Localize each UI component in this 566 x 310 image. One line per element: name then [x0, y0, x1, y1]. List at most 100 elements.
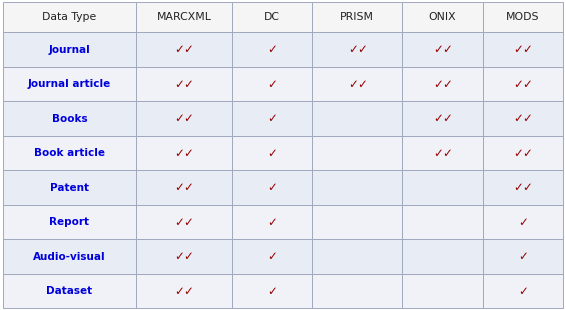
Bar: [3, 239, 136, 274]
Text: ✓: ✓: [522, 147, 533, 160]
Bar: [402, 32, 483, 67]
Bar: [136, 136, 232, 170]
Text: ✓: ✓: [513, 43, 524, 56]
Text: Book article: Book article: [34, 148, 105, 158]
Bar: [136, 239, 232, 274]
Text: ✓: ✓: [174, 147, 185, 160]
Bar: [3, 136, 136, 170]
Text: ✓: ✓: [522, 43, 533, 56]
Bar: [3, 67, 136, 101]
Text: ✓: ✓: [442, 112, 452, 125]
Text: Audio-visual: Audio-visual: [33, 252, 106, 262]
Text: Report: Report: [49, 217, 89, 227]
Bar: [483, 101, 563, 136]
Bar: [402, 2, 483, 32]
Text: ✓: ✓: [513, 147, 524, 160]
Text: ✓: ✓: [183, 285, 194, 298]
Text: ✓: ✓: [518, 285, 528, 298]
Bar: [312, 101, 402, 136]
Bar: [312, 239, 402, 274]
Text: ✓: ✓: [183, 43, 194, 56]
Bar: [136, 170, 232, 205]
Bar: [483, 136, 563, 170]
Bar: [232, 32, 312, 67]
Text: ✓: ✓: [433, 112, 443, 125]
Bar: [402, 67, 483, 101]
Bar: [312, 274, 402, 308]
Bar: [232, 136, 312, 170]
Bar: [3, 274, 136, 308]
Text: Journal article: Journal article: [28, 79, 111, 89]
Text: ✓: ✓: [267, 43, 277, 56]
Text: ✓: ✓: [267, 250, 277, 263]
Bar: [312, 67, 402, 101]
Text: ✓: ✓: [267, 112, 277, 125]
Text: ✓: ✓: [522, 181, 533, 194]
Text: ✓: ✓: [357, 43, 367, 56]
Bar: [232, 274, 312, 308]
Text: ✓: ✓: [174, 250, 185, 263]
Bar: [402, 101, 483, 136]
Text: ✓: ✓: [183, 250, 194, 263]
Bar: [402, 274, 483, 308]
Bar: [3, 32, 136, 67]
Text: DC: DC: [264, 12, 280, 22]
Bar: [232, 101, 312, 136]
Bar: [232, 2, 312, 32]
Bar: [312, 136, 402, 170]
Text: Journal: Journal: [49, 45, 90, 55]
Text: ✓: ✓: [433, 147, 443, 160]
Text: ✓: ✓: [433, 43, 443, 56]
Text: ✓: ✓: [433, 78, 443, 91]
Bar: [136, 32, 232, 67]
Bar: [402, 136, 483, 170]
Bar: [312, 32, 402, 67]
Text: MARCXML: MARCXML: [156, 12, 211, 22]
Bar: [483, 32, 563, 67]
Text: ✓: ✓: [174, 43, 185, 56]
Text: ✓: ✓: [174, 78, 185, 91]
Bar: [483, 67, 563, 101]
Text: ✓: ✓: [183, 112, 194, 125]
Bar: [483, 2, 563, 32]
Text: ✓: ✓: [183, 78, 194, 91]
Bar: [312, 205, 402, 239]
Text: ✓: ✓: [174, 112, 185, 125]
Bar: [402, 239, 483, 274]
Bar: [312, 2, 402, 32]
Bar: [136, 274, 232, 308]
Text: ✓: ✓: [267, 285, 277, 298]
Bar: [136, 67, 232, 101]
Text: ✓: ✓: [267, 181, 277, 194]
Text: ✓: ✓: [442, 43, 452, 56]
Text: ONIX: ONIX: [428, 12, 456, 22]
Text: Dataset: Dataset: [46, 286, 92, 296]
Bar: [402, 205, 483, 239]
Text: ✓: ✓: [348, 78, 358, 91]
Text: ✓: ✓: [348, 43, 358, 56]
Bar: [483, 239, 563, 274]
Text: ✓: ✓: [513, 181, 524, 194]
Bar: [232, 239, 312, 274]
Text: ✓: ✓: [518, 216, 528, 229]
Bar: [3, 2, 136, 32]
Bar: [136, 2, 232, 32]
Text: PRISM: PRISM: [340, 12, 374, 22]
Text: ✓: ✓: [183, 181, 194, 194]
Text: ✓: ✓: [442, 147, 452, 160]
Text: ✓: ✓: [174, 216, 185, 229]
Bar: [312, 170, 402, 205]
Bar: [136, 205, 232, 239]
Bar: [136, 101, 232, 136]
Bar: [3, 101, 136, 136]
Text: ✓: ✓: [522, 78, 533, 91]
Bar: [483, 170, 563, 205]
Text: ✓: ✓: [183, 147, 194, 160]
Bar: [232, 170, 312, 205]
Text: ✓: ✓: [174, 285, 185, 298]
Text: ✓: ✓: [357, 78, 367, 91]
Text: ✓: ✓: [267, 78, 277, 91]
Text: Books: Books: [52, 113, 87, 124]
Text: ✓: ✓: [513, 112, 524, 125]
Bar: [483, 274, 563, 308]
